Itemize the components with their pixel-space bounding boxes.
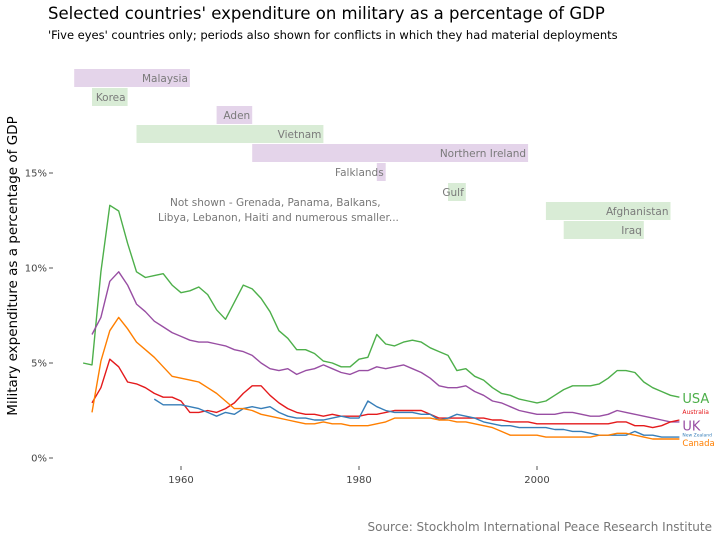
conflict-bands: Malaysia Korea Aden Vietnam Northern Ireland… [74,69,671,239]
y-tick-label: 5% [31,359,47,370]
conflict-band-malaysia [74,69,190,87]
conflict-band-northern-ireland [252,144,529,162]
x-tick-label: 1960 [168,475,193,486]
conflict-band-iraq [563,221,644,239]
source-caption: Source: Stockholm International Peace Re… [367,520,712,534]
series-label-new-zealand: New Zealand [682,433,712,439]
chart-title: Selected countries' expenditure on milit… [48,4,605,23]
y-axis-label: Military expenditure as a percentage of … [5,116,21,415]
chart-subtitle: 'Five eyes' countries only; periods also… [48,28,618,42]
conflict-band-korea [92,88,128,106]
conflict-label-afghanistan: Afghanistan [606,206,669,218]
not-shown-note-line-1: Not shown - Grenada, Panama, Balkans, [170,197,381,209]
series-label-usa: USA [682,392,709,407]
series-lines [82,204,680,440]
series-label-canada: Canada [682,439,714,449]
y-tick-label: 10% [25,264,47,275]
series-line-new-zealand [153,398,680,438]
not-shown-note-line-2: Libya, Lebanon, Haiti and numerous small… [158,212,399,224]
axes: 0% 5% 10% 15% 1960 1980 2000 [25,169,550,487]
series-line-australia [91,358,680,429]
y-tick-label: 0% [31,454,47,465]
x-tick-label: 2000 [524,475,549,486]
series-line-canada [91,316,680,440]
conflict-label-northern-ireland: Northern Ireland [440,148,526,160]
conflict-band-aden [216,106,253,124]
y-tick-label: 15% [25,169,47,180]
conflict-label-falklands: Falklands [335,167,384,179]
conflict-band-vietnam [136,125,324,143]
conflict-label-malaysia: Malaysia [142,73,188,85]
series-line-usa [82,204,680,404]
x-tick-label: 1980 [346,475,371,486]
series-line-uk [91,271,680,423]
conflict-label-korea: Korea [96,92,126,104]
conflict-label-gulf: Gulf [442,187,464,199]
conflict-label-iraq: Iraq [621,225,642,237]
conflict-label-vietnam: Vietnam [278,129,322,141]
conflict-label-aden: Aden [223,110,250,122]
conflict-band-gulf [448,183,466,201]
series-label-uk: UK [682,419,701,434]
conflict-band-afghanistan [545,202,671,220]
conflict-band-falklands [376,163,386,181]
series-label-australia: Australia [682,409,709,416]
